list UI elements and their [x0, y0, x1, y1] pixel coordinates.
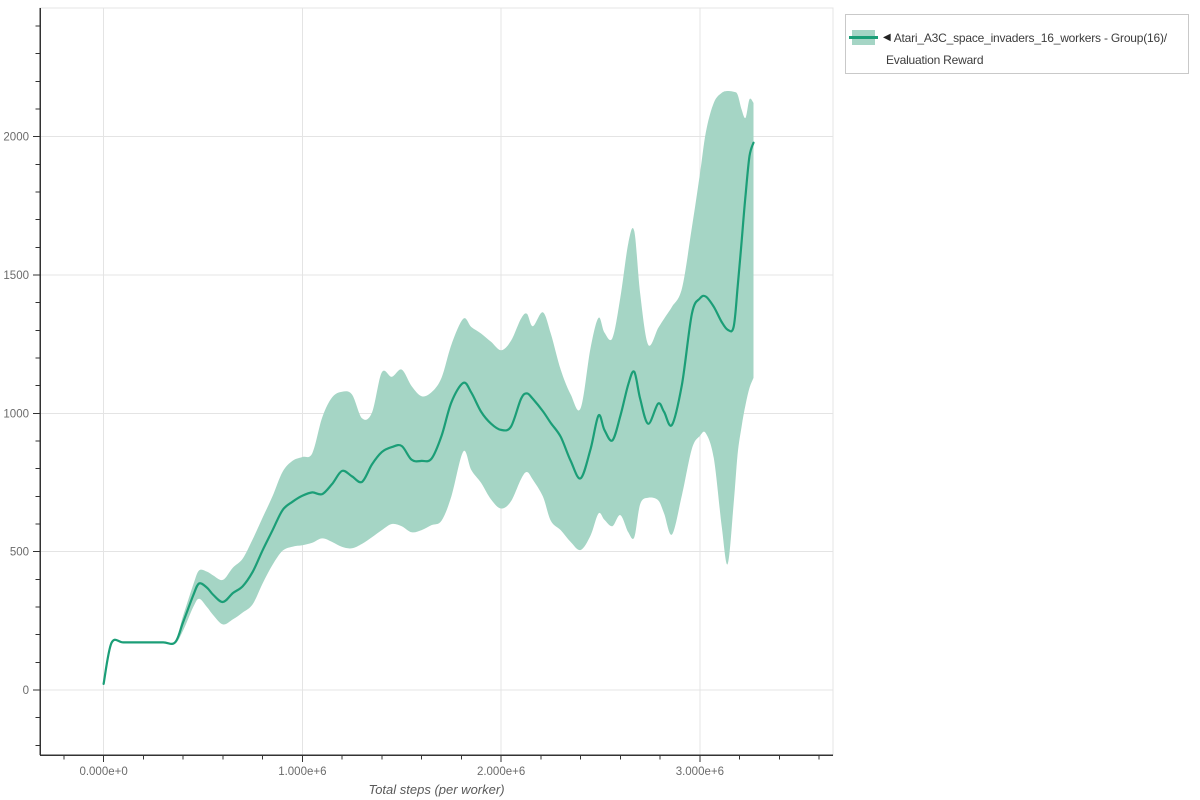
legend-swatch-icon	[849, 30, 878, 45]
svg-text:1500: 1500	[3, 270, 29, 282]
legend-series-name-line2: Evaluation Reward	[886, 53, 984, 67]
svg-text:1.000e+6: 1.000e+6	[278, 766, 326, 778]
svg-text:3.000e+6: 3.000e+6	[676, 766, 724, 778]
line-color-swatch	[849, 36, 878, 39]
tick-marks	[33, 25, 820, 762]
axes	[39, 8, 833, 756]
legend-item[interactable]: ◀ Atari_A3C_space_invaders_16_workers - …	[849, 30, 1188, 45]
svg-text:1000: 1000	[3, 408, 29, 420]
reward-band	[103, 90, 754, 684]
collapse-triangle-icon[interactable]: ◀	[883, 32, 891, 43]
svg-text:2000: 2000	[3, 132, 29, 144]
legend-series-name: Atari_A3C_space_invaders_16_workers - Gr…	[893, 30, 1167, 45]
legend-box[interactable]: ◀ Atari_A3C_space_invaders_16_workers - …	[845, 14, 1189, 74]
svg-text:500: 500	[10, 547, 29, 559]
reward-line	[102, 141, 755, 685]
x-tick-labels: 0.000e+0 1.000e+6 2.000e+6 3.000e+6	[79, 766, 724, 778]
svg-text:0: 0	[23, 685, 29, 697]
y-tick-labels: 0 500 1000 1500 2000	[3, 132, 29, 697]
plot-area[interactable]	[40, 8, 833, 755]
x-axis-title: Total steps (per worker)	[368, 782, 504, 797]
svg-text:2.000e+6: 2.000e+6	[477, 766, 525, 778]
svg-text:0.000e+0: 0.000e+0	[79, 766, 127, 778]
